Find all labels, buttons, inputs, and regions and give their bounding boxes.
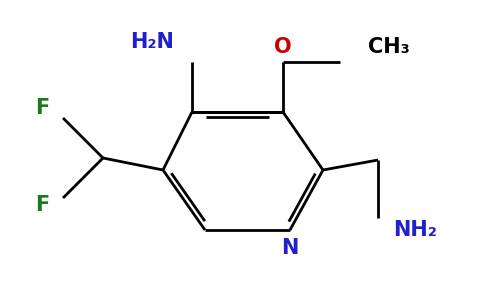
Text: NH₂: NH₂ xyxy=(393,220,437,240)
Text: H₂N: H₂N xyxy=(130,32,174,52)
Text: N: N xyxy=(281,238,299,258)
Text: F: F xyxy=(35,195,49,215)
Text: CH₃: CH₃ xyxy=(368,37,410,57)
Text: O: O xyxy=(274,37,292,57)
Text: F: F xyxy=(35,98,49,118)
